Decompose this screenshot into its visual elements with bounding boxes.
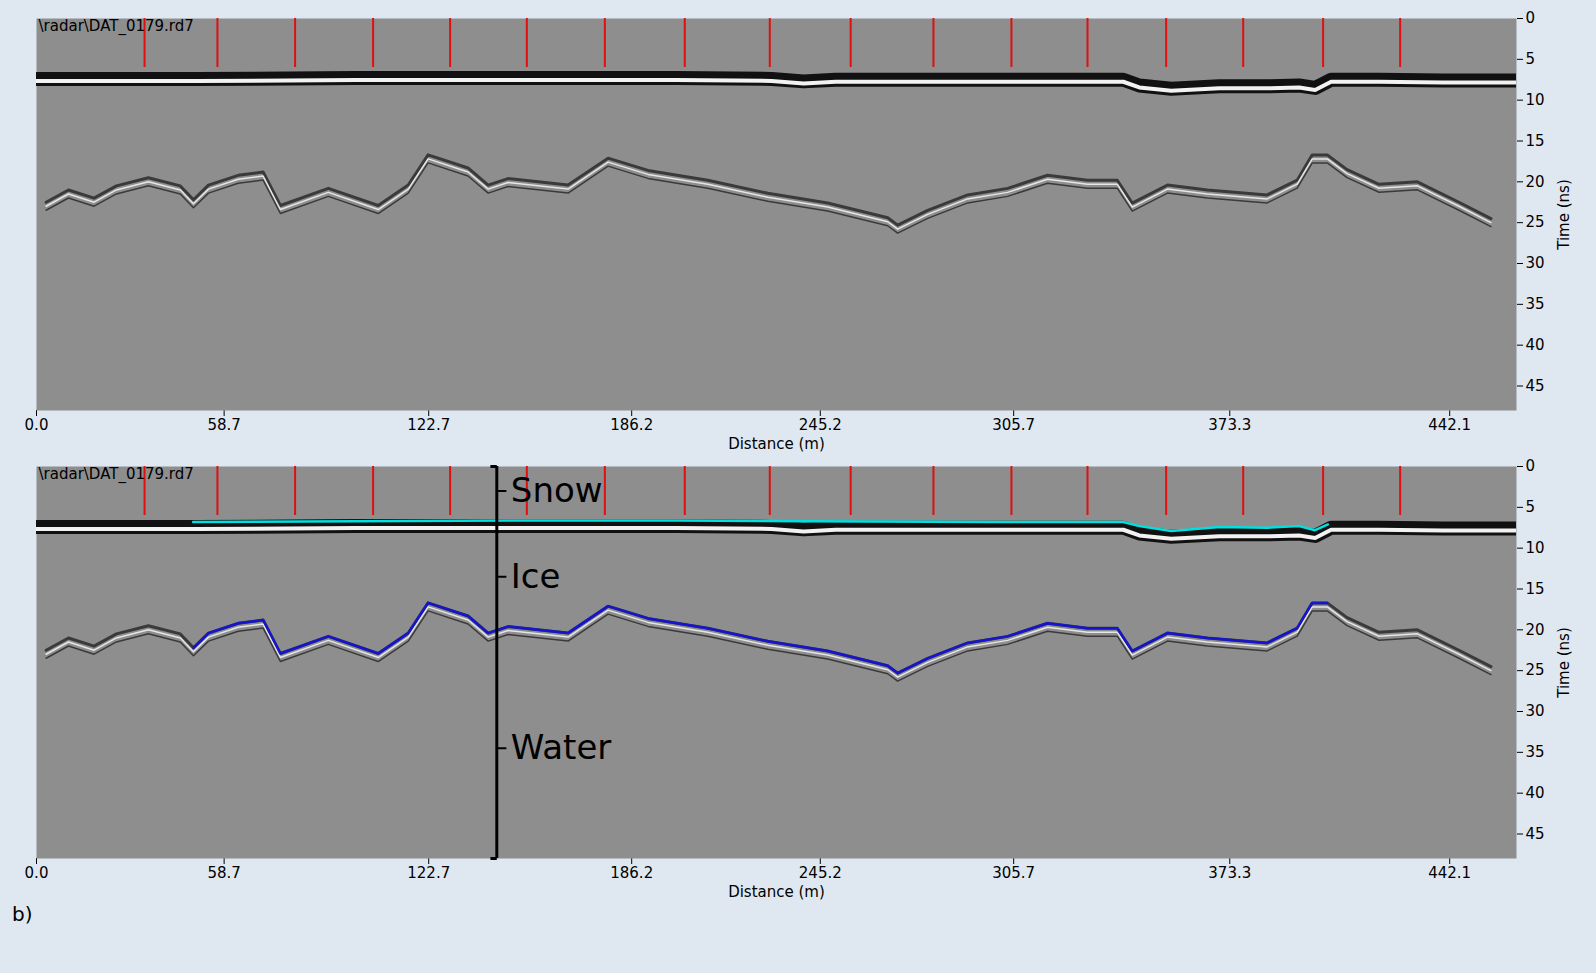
svg-text:10: 10	[1526, 539, 1545, 557]
svg-text:Time (ns): Time (ns)	[1555, 627, 1573, 699]
svg-text:\radar\DAT_0179.rd7: \radar\DAT_0179.rd7	[39, 465, 194, 484]
html-text:b): b)	[12, 902, 33, 926]
svg-text:35: 35	[1526, 295, 1545, 313]
svg-text:58.7: 58.7	[207, 864, 240, 882]
svg-text:5: 5	[1526, 498, 1536, 516]
svg-text:122.7: 122.7	[407, 864, 450, 882]
svg-text:25: 25	[1526, 213, 1545, 231]
svg-text:\radar\DAT_0179.rd7: \radar\DAT_0179.rd7	[39, 17, 194, 36]
svg-text:35: 35	[1526, 743, 1545, 761]
svg-text:40: 40	[1526, 784, 1545, 802]
svg-text:Distance (m): Distance (m)	[728, 883, 825, 901]
svg-text:30: 30	[1526, 254, 1545, 272]
svg-text:245.2: 245.2	[799, 864, 842, 882]
svg-text:442.1: 442.1	[1428, 416, 1471, 434]
svg-text:373.3: 373.3	[1208, 864, 1251, 882]
svg-text:Ice: Ice	[511, 556, 561, 596]
svg-text:186.2: 186.2	[610, 864, 653, 882]
svg-text:25: 25	[1526, 661, 1545, 679]
svg-text:245.2: 245.2	[799, 416, 842, 434]
svg-text:20: 20	[1526, 173, 1545, 191]
svg-text:45: 45	[1526, 377, 1545, 395]
svg-text:0: 0	[1526, 457, 1536, 475]
svg-text:0.0: 0.0	[25, 864, 49, 882]
svg-text:0.0: 0.0	[25, 416, 49, 434]
svg-text:15: 15	[1526, 132, 1545, 150]
svg-text:122.7: 122.7	[407, 416, 450, 434]
svg-text:20: 20	[1526, 621, 1545, 639]
svg-text:Distance (m): Distance (m)	[728, 435, 825, 453]
svg-text:15: 15	[1526, 580, 1545, 598]
svg-text:5: 5	[1526, 50, 1536, 68]
svg-text:305.7: 305.7	[992, 864, 1035, 882]
svg-text:0: 0	[1526, 9, 1536, 27]
svg-text:186.2: 186.2	[610, 416, 653, 434]
svg-text:45: 45	[1526, 825, 1545, 843]
svg-text:58.7: 58.7	[207, 416, 240, 434]
svg-text:442.1: 442.1	[1428, 864, 1471, 882]
svg-text:10: 10	[1526, 91, 1545, 109]
svg-text:40: 40	[1526, 336, 1545, 354]
svg-text:305.7: 305.7	[992, 416, 1035, 434]
svg-text:Time (ns): Time (ns)	[1555, 179, 1573, 251]
svg-text:373.3: 373.3	[1208, 416, 1251, 434]
svg-text:30: 30	[1526, 702, 1545, 720]
svg-text:Water: Water	[511, 727, 612, 767]
svg-text:Snow: Snow	[511, 470, 603, 510]
